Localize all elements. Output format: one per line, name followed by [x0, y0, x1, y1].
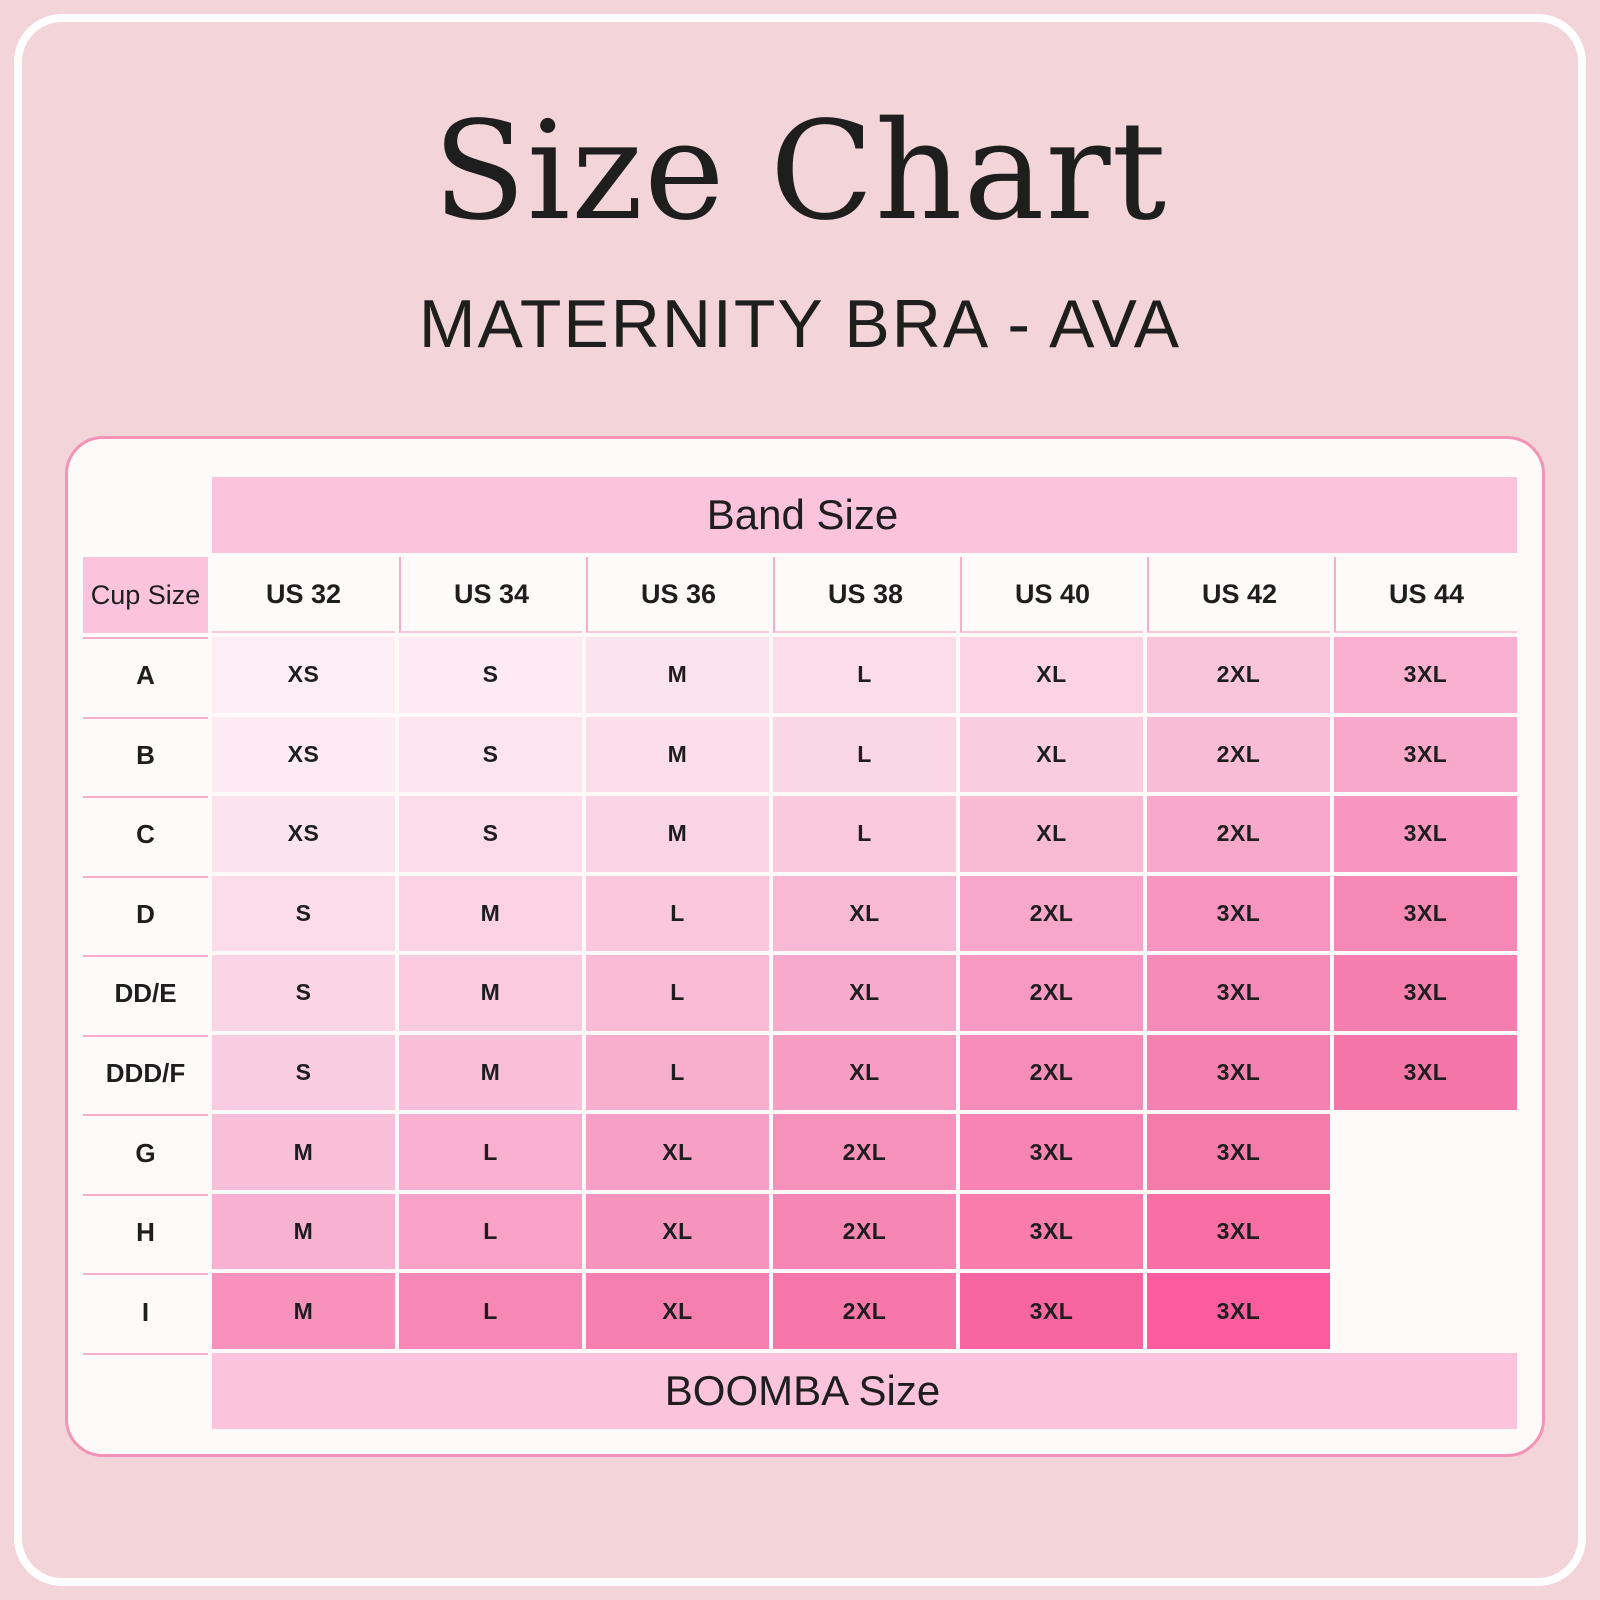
- footer-spacer: [83, 1353, 208, 1429]
- band-size-column-header: US 34: [399, 557, 582, 633]
- size-cell: 3XL: [1147, 1193, 1330, 1270]
- size-cell: L: [773, 716, 956, 793]
- size-cell: XL: [773, 1034, 956, 1111]
- band-size-header-bar: Band Size: [212, 477, 1517, 553]
- cup-row-label: D: [83, 875, 208, 952]
- cup-row-label: G: [83, 1114, 208, 1190]
- size-cell: 3XL: [960, 1193, 1143, 1270]
- size-cell: M: [212, 1114, 395, 1190]
- size-chart-card: Band Size Cup Size US 32 US 34 US 36 US 38 US …: [65, 436, 1545, 1457]
- size-cell: L: [399, 1193, 582, 1270]
- size-cell: XS: [212, 796, 395, 872]
- size-cell: 2XL: [960, 875, 1143, 952]
- boomba-size-footer-bar: BOOMBA Size: [212, 1353, 1517, 1429]
- size-cell: XL: [960, 637, 1143, 713]
- cup-row-label: A: [83, 637, 208, 713]
- size-cell: 3XL: [960, 1273, 1143, 1349]
- size-cell: 2XL: [773, 1114, 956, 1190]
- size-cell: M: [399, 875, 582, 952]
- size-cell: 2XL: [1147, 637, 1330, 713]
- size-cell: XL: [586, 1193, 769, 1270]
- size-cell: L: [586, 1034, 769, 1111]
- cup-size-header-cell: Cup Size: [83, 557, 208, 633]
- size-cell: XS: [212, 637, 395, 713]
- size-cell: M: [212, 1273, 395, 1349]
- size-cell: S: [399, 716, 582, 793]
- band-size-column-header: US 38: [773, 557, 956, 633]
- size-cell: S: [212, 875, 395, 952]
- page-title: Size Chart: [432, 93, 1168, 251]
- size-cell: XL: [960, 716, 1143, 793]
- size-cell: S: [212, 955, 395, 1031]
- size-cell: 3XL: [1334, 955, 1517, 1031]
- size-table: Band Size Cup Size US 32 US 34 US 36 US 38 US …: [83, 477, 1517, 1429]
- size-cell: L: [586, 955, 769, 1031]
- size-cell-empty: [1334, 1194, 1517, 1270]
- size-cell: 3XL: [1334, 796, 1517, 872]
- size-cell: L: [773, 637, 956, 713]
- size-cell: L: [399, 1273, 582, 1349]
- size-cell-empty: [1334, 1273, 1517, 1349]
- size-cell: M: [212, 1193, 395, 1270]
- size-cell: XL: [586, 1114, 769, 1190]
- size-cell: S: [399, 796, 582, 872]
- size-cell: 2XL: [1147, 716, 1330, 793]
- cup-row-label: C: [83, 796, 208, 872]
- band-size-header-label: Band Size: [706, 491, 899, 538]
- boomba-size-footer-label: BOOMBA Size: [664, 1367, 941, 1414]
- size-cell: 3XL: [1147, 875, 1330, 952]
- band-size-column-header: US 32: [212, 557, 395, 633]
- size-cell: M: [399, 955, 582, 1031]
- size-cell: XL: [586, 1273, 769, 1349]
- size-cell: L: [399, 1114, 582, 1190]
- cup-row-label: DDD/F: [83, 1034, 208, 1111]
- size-cell: S: [212, 1034, 395, 1111]
- band-size-column-header: US 42: [1147, 557, 1330, 633]
- size-cell: XS: [212, 716, 395, 793]
- size-cell: XL: [773, 955, 956, 1031]
- size-cell: 3XL: [1147, 1034, 1330, 1111]
- size-cell: 3XL: [1334, 875, 1517, 952]
- size-cell: 2XL: [773, 1273, 956, 1349]
- size-cell: L: [586, 875, 769, 952]
- size-cell: 2XL: [1147, 796, 1330, 872]
- table-corner-spacer: [83, 477, 208, 553]
- cup-row-label: DD/E: [83, 955, 208, 1031]
- cup-row-label: B: [83, 716, 208, 793]
- page-subtitle: MATERNITY BRA - AVA: [418, 286, 1182, 362]
- size-cell: XL: [960, 796, 1143, 872]
- size-cell: L: [773, 796, 956, 872]
- size-cell-empty: [1334, 1114, 1517, 1190]
- size-cell: S: [399, 637, 582, 713]
- size-cell: 3XL: [1147, 1273, 1330, 1349]
- size-cell: XL: [773, 875, 956, 952]
- band-size-column-header: US 36: [586, 557, 769, 633]
- size-cell: M: [586, 796, 769, 872]
- size-cell: 3XL: [1334, 637, 1517, 713]
- size-cell: M: [586, 716, 769, 793]
- size-cell: 3XL: [1147, 955, 1330, 1031]
- size-cell: M: [586, 637, 769, 713]
- cup-row-label: H: [83, 1193, 208, 1270]
- size-cell: 2XL: [960, 955, 1143, 1031]
- band-size-column-header: US 40: [960, 557, 1143, 633]
- size-cell: 3XL: [960, 1114, 1143, 1190]
- size-cell: 3XL: [1147, 1114, 1330, 1190]
- size-cell: 2XL: [773, 1193, 956, 1270]
- cup-row-label: I: [83, 1273, 208, 1349]
- size-cell: M: [399, 1034, 582, 1111]
- size-cell: 2XL: [960, 1034, 1143, 1111]
- size-cell: 3XL: [1334, 716, 1517, 793]
- band-size-column-header: US 44: [1334, 557, 1517, 633]
- size-cell: 3XL: [1334, 1034, 1517, 1111]
